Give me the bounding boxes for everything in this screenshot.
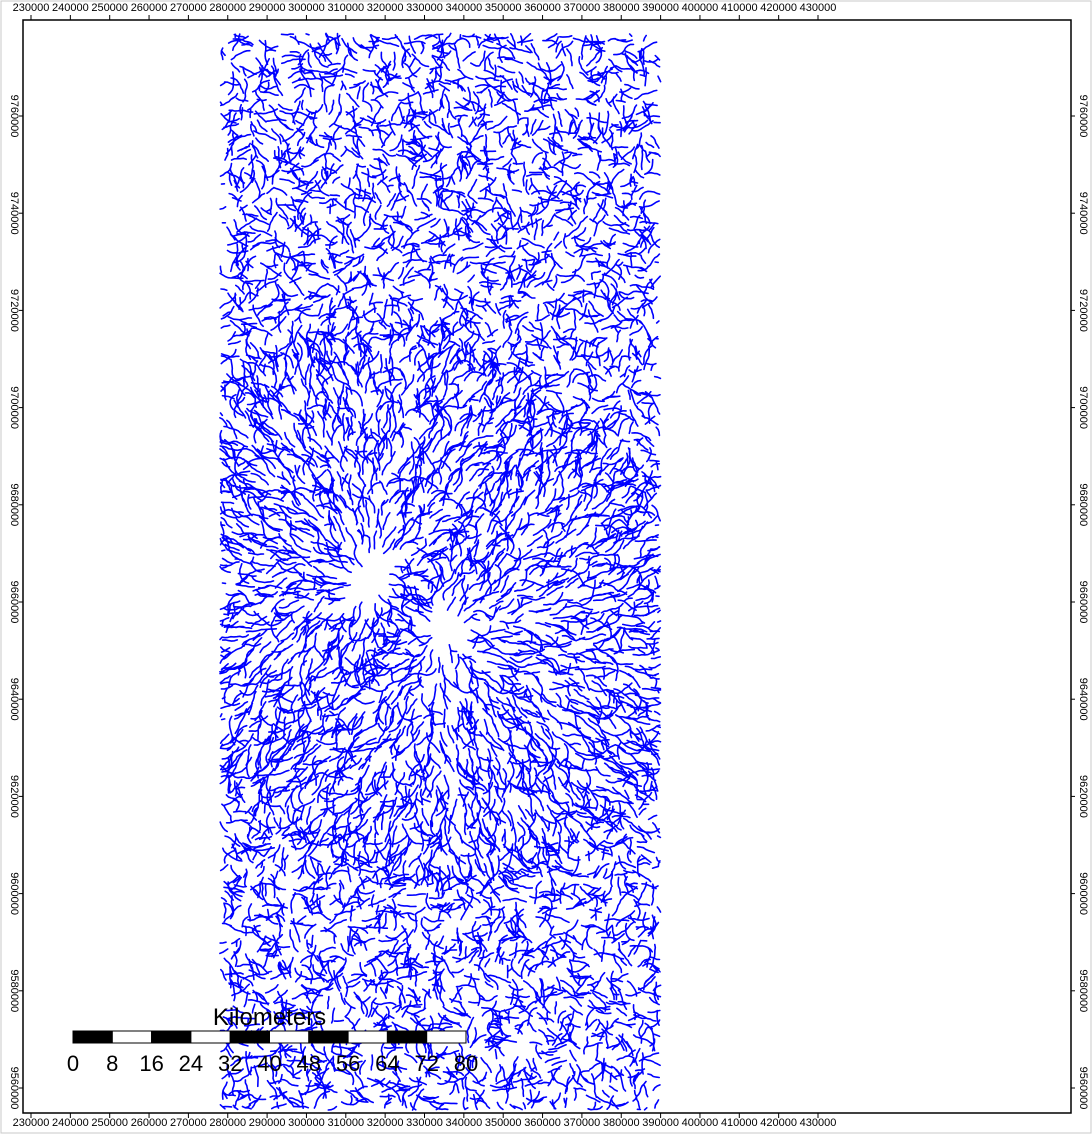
x-tick-label-bottom: 250000 xyxy=(91,1117,128,1129)
y-tick-label-left: 9560000 xyxy=(8,1067,20,1110)
x-tick-label-top: 410000 xyxy=(721,2,758,14)
scale-bar-label: 32 xyxy=(218,1051,242,1076)
scale-bar-segment xyxy=(112,1031,151,1043)
scale-bar-label: 8 xyxy=(106,1051,118,1076)
y-tick-label-right: 9660000 xyxy=(1077,581,1089,624)
x-tick-label-bottom: 270000 xyxy=(170,1117,207,1129)
scale-bar-segment xyxy=(427,1031,466,1043)
x-tick-label-bottom: 430000 xyxy=(800,1117,837,1129)
x-tick-label-top: 390000 xyxy=(642,2,679,14)
y-tick-label-right: 9580000 xyxy=(1077,969,1089,1012)
x-tick-label-bottom: 280000 xyxy=(209,1117,246,1129)
scale-bar-label: 80 xyxy=(454,1051,478,1076)
x-tick-label-bottom: 380000 xyxy=(603,1117,640,1129)
x-tick-label-bottom: 340000 xyxy=(445,1117,482,1129)
x-tick-label-bottom: 350000 xyxy=(485,1117,522,1129)
x-tick-label-top: 300000 xyxy=(288,2,325,14)
x-tick-label-top: 340000 xyxy=(445,2,482,14)
x-tick-label-bottom: 260000 xyxy=(131,1117,168,1129)
x-tick-label-top: 380000 xyxy=(603,2,640,14)
x-tick-label-bottom: 290000 xyxy=(249,1117,286,1129)
y-tick-label-right: 9680000 xyxy=(1077,483,1089,526)
x-tick-label-top: 310000 xyxy=(327,2,364,14)
y-tick-label-right: 9700000 xyxy=(1077,386,1089,429)
scale-bar-label: 0 xyxy=(67,1051,79,1076)
x-tick-label-top: 400000 xyxy=(682,2,719,14)
x-tick-label-top: 260000 xyxy=(131,2,168,14)
x-tick-label-top: 370000 xyxy=(564,2,601,14)
x-tick-label-bottom: 230000 xyxy=(13,1117,50,1129)
x-tick-label-top: 240000 xyxy=(52,2,89,14)
scale-bar-label: 56 xyxy=(336,1051,360,1076)
scale-bar-label: 48 xyxy=(297,1051,321,1076)
x-tick-label-bottom: 300000 xyxy=(288,1117,325,1129)
x-tick-label-top: 290000 xyxy=(249,2,286,14)
y-tick-label-left: 9700000 xyxy=(8,386,20,429)
x-tick-label-top: 330000 xyxy=(406,2,443,14)
y-tick-label-left: 9720000 xyxy=(8,289,20,332)
y-tick-label-right: 9620000 xyxy=(1077,775,1089,818)
scale-bar-segment xyxy=(348,1031,387,1043)
x-tick-label-top: 270000 xyxy=(170,2,207,14)
y-tick-label-right: 9560000 xyxy=(1077,1067,1089,1110)
x-tick-label-bottom: 330000 xyxy=(406,1117,443,1129)
x-tick-label-top: 360000 xyxy=(524,2,561,14)
x-tick-label-bottom: 370000 xyxy=(564,1117,601,1129)
y-tick-label-left: 9600000 xyxy=(8,872,20,915)
x-tick-label-top: 320000 xyxy=(367,2,404,14)
x-tick-label-top: 280000 xyxy=(209,2,246,14)
scale-bar-segment xyxy=(309,1031,348,1043)
y-tick-label-left: 9680000 xyxy=(8,483,20,526)
x-tick-label-bottom: 410000 xyxy=(721,1117,758,1129)
y-tick-label-right: 9760000 xyxy=(1077,95,1089,138)
y-tick-label-left: 9580000 xyxy=(8,969,20,1012)
x-tick-label-top: 350000 xyxy=(485,2,522,14)
y-tick-label-left: 9640000 xyxy=(8,678,20,721)
scale-bar-segment xyxy=(73,1031,112,1043)
x-tick-label-top: 430000 xyxy=(800,2,837,14)
x-tick-label-bottom: 390000 xyxy=(642,1117,679,1129)
scale-bar-label: 40 xyxy=(257,1051,281,1076)
x-tick-label-top: 420000 xyxy=(760,2,797,14)
scale-bar-title: Kilometers xyxy=(213,1004,326,1031)
x-tick-label-bottom: 320000 xyxy=(367,1117,404,1129)
x-tick-label-bottom: 240000 xyxy=(52,1117,89,1129)
y-tick-label-left: 9620000 xyxy=(8,775,20,818)
y-tick-label-right: 9720000 xyxy=(1077,289,1089,332)
scale-bar-label: 72 xyxy=(414,1051,438,1076)
y-tick-label-right: 9600000 xyxy=(1077,872,1089,915)
y-tick-label-left: 9660000 xyxy=(8,581,20,624)
scale-bar-label: 24 xyxy=(179,1051,203,1076)
y-tick-label-left: 9760000 xyxy=(8,95,20,138)
scale-bar-segment xyxy=(230,1031,269,1043)
scale-bar-segment xyxy=(191,1031,230,1043)
scale-bar-segment xyxy=(152,1031,191,1043)
scale-bar-label: 16 xyxy=(139,1051,163,1076)
y-tick-label-right: 9640000 xyxy=(1077,678,1089,721)
x-tick-label-bottom: 400000 xyxy=(682,1117,719,1129)
y-tick-label-right: 9740000 xyxy=(1077,192,1089,235)
scale-bar-segment xyxy=(387,1031,426,1043)
x-tick-label-bottom: 420000 xyxy=(760,1117,797,1129)
scale-bar-label: 64 xyxy=(375,1051,399,1076)
scale-bar-segment xyxy=(270,1031,309,1043)
y-tick-label-left: 9740000 xyxy=(8,192,20,235)
x-tick-label-top: 230000 xyxy=(13,2,50,14)
x-tick-label-bottom: 310000 xyxy=(327,1117,364,1129)
x-tick-label-bottom: 360000 xyxy=(524,1117,561,1129)
x-tick-label-top: 250000 xyxy=(91,2,128,14)
